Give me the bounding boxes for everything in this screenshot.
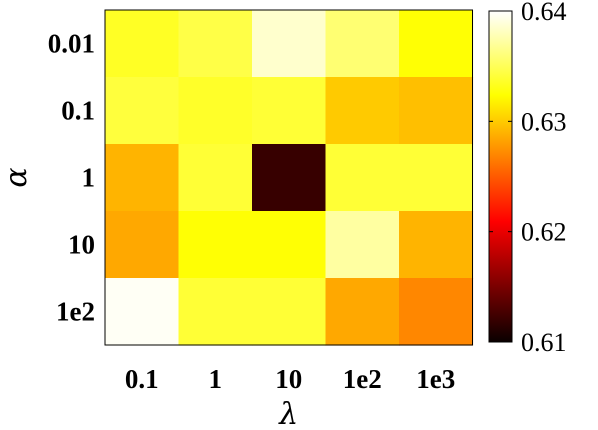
heatmap-cell	[399, 211, 474, 279]
colorbar-tick-label: 0.63	[521, 107, 567, 136]
heatmap-cell	[105, 77, 180, 145]
heatmap-cell	[178, 77, 253, 145]
heatmap-cell	[399, 10, 474, 78]
heatmap-cell	[252, 144, 327, 212]
y-tick-label: 10	[68, 230, 95, 260]
heatmap-cell	[178, 144, 253, 212]
heatmap-cell	[105, 10, 180, 78]
heatmap-cell	[399, 77, 474, 145]
x-tick-label: 1e2	[343, 364, 382, 394]
heatmap-cell	[252, 211, 327, 279]
y-tick-label: 1e2	[56, 297, 95, 327]
colorbar-tick-labels: 0.61 0.62 0.63 0.64	[489, 0, 567, 357]
y-axis-label: α	[0, 167, 34, 187]
heatmap-cell	[252, 77, 327, 145]
heatmap-cell	[105, 278, 180, 346]
heatmap-cells	[105, 10, 474, 346]
heatmap-cell	[105, 144, 180, 212]
heatmap-cell	[325, 278, 400, 346]
y-tick-labels: 0.01 0.1 1 10 1e2	[48, 29, 95, 327]
heatmap-cell	[399, 144, 474, 212]
heatmap-cell	[325, 77, 400, 145]
colorbar-tick-label: 0.61	[521, 328, 567, 357]
y-tick-label: 1	[82, 163, 96, 193]
y-tick-label: 0.01	[48, 29, 95, 59]
x-tick-labels: 0.1 1 10 1e2 1e3	[125, 364, 455, 394]
heatmap-cell	[252, 10, 327, 78]
heatmap-cell	[325, 144, 400, 212]
colorbar-tick-label: 0.64	[521, 0, 567, 26]
x-tick-label: 1	[209, 364, 223, 394]
heatmap-cell	[399, 278, 474, 346]
heatmap-cell	[325, 211, 400, 279]
x-tick-label: 1e3	[416, 364, 455, 394]
heatmap-cell	[178, 211, 253, 279]
x-tick-label: 0.1	[125, 364, 159, 394]
x-axis-label: λ	[278, 397, 298, 430]
heatmap-cell	[105, 211, 180, 279]
plot-frame	[104, 9, 473, 346]
heatmap-cell	[178, 278, 253, 346]
heatmap-cell	[252, 278, 327, 346]
y-tick-label: 0.1	[61, 96, 95, 126]
x-tick-label: 10	[275, 364, 302, 394]
heatmap-cell	[178, 10, 253, 78]
colorbar	[488, 10, 513, 343]
colorbar-tick-label: 0.62	[521, 218, 567, 247]
heatmap-cell	[325, 10, 400, 78]
